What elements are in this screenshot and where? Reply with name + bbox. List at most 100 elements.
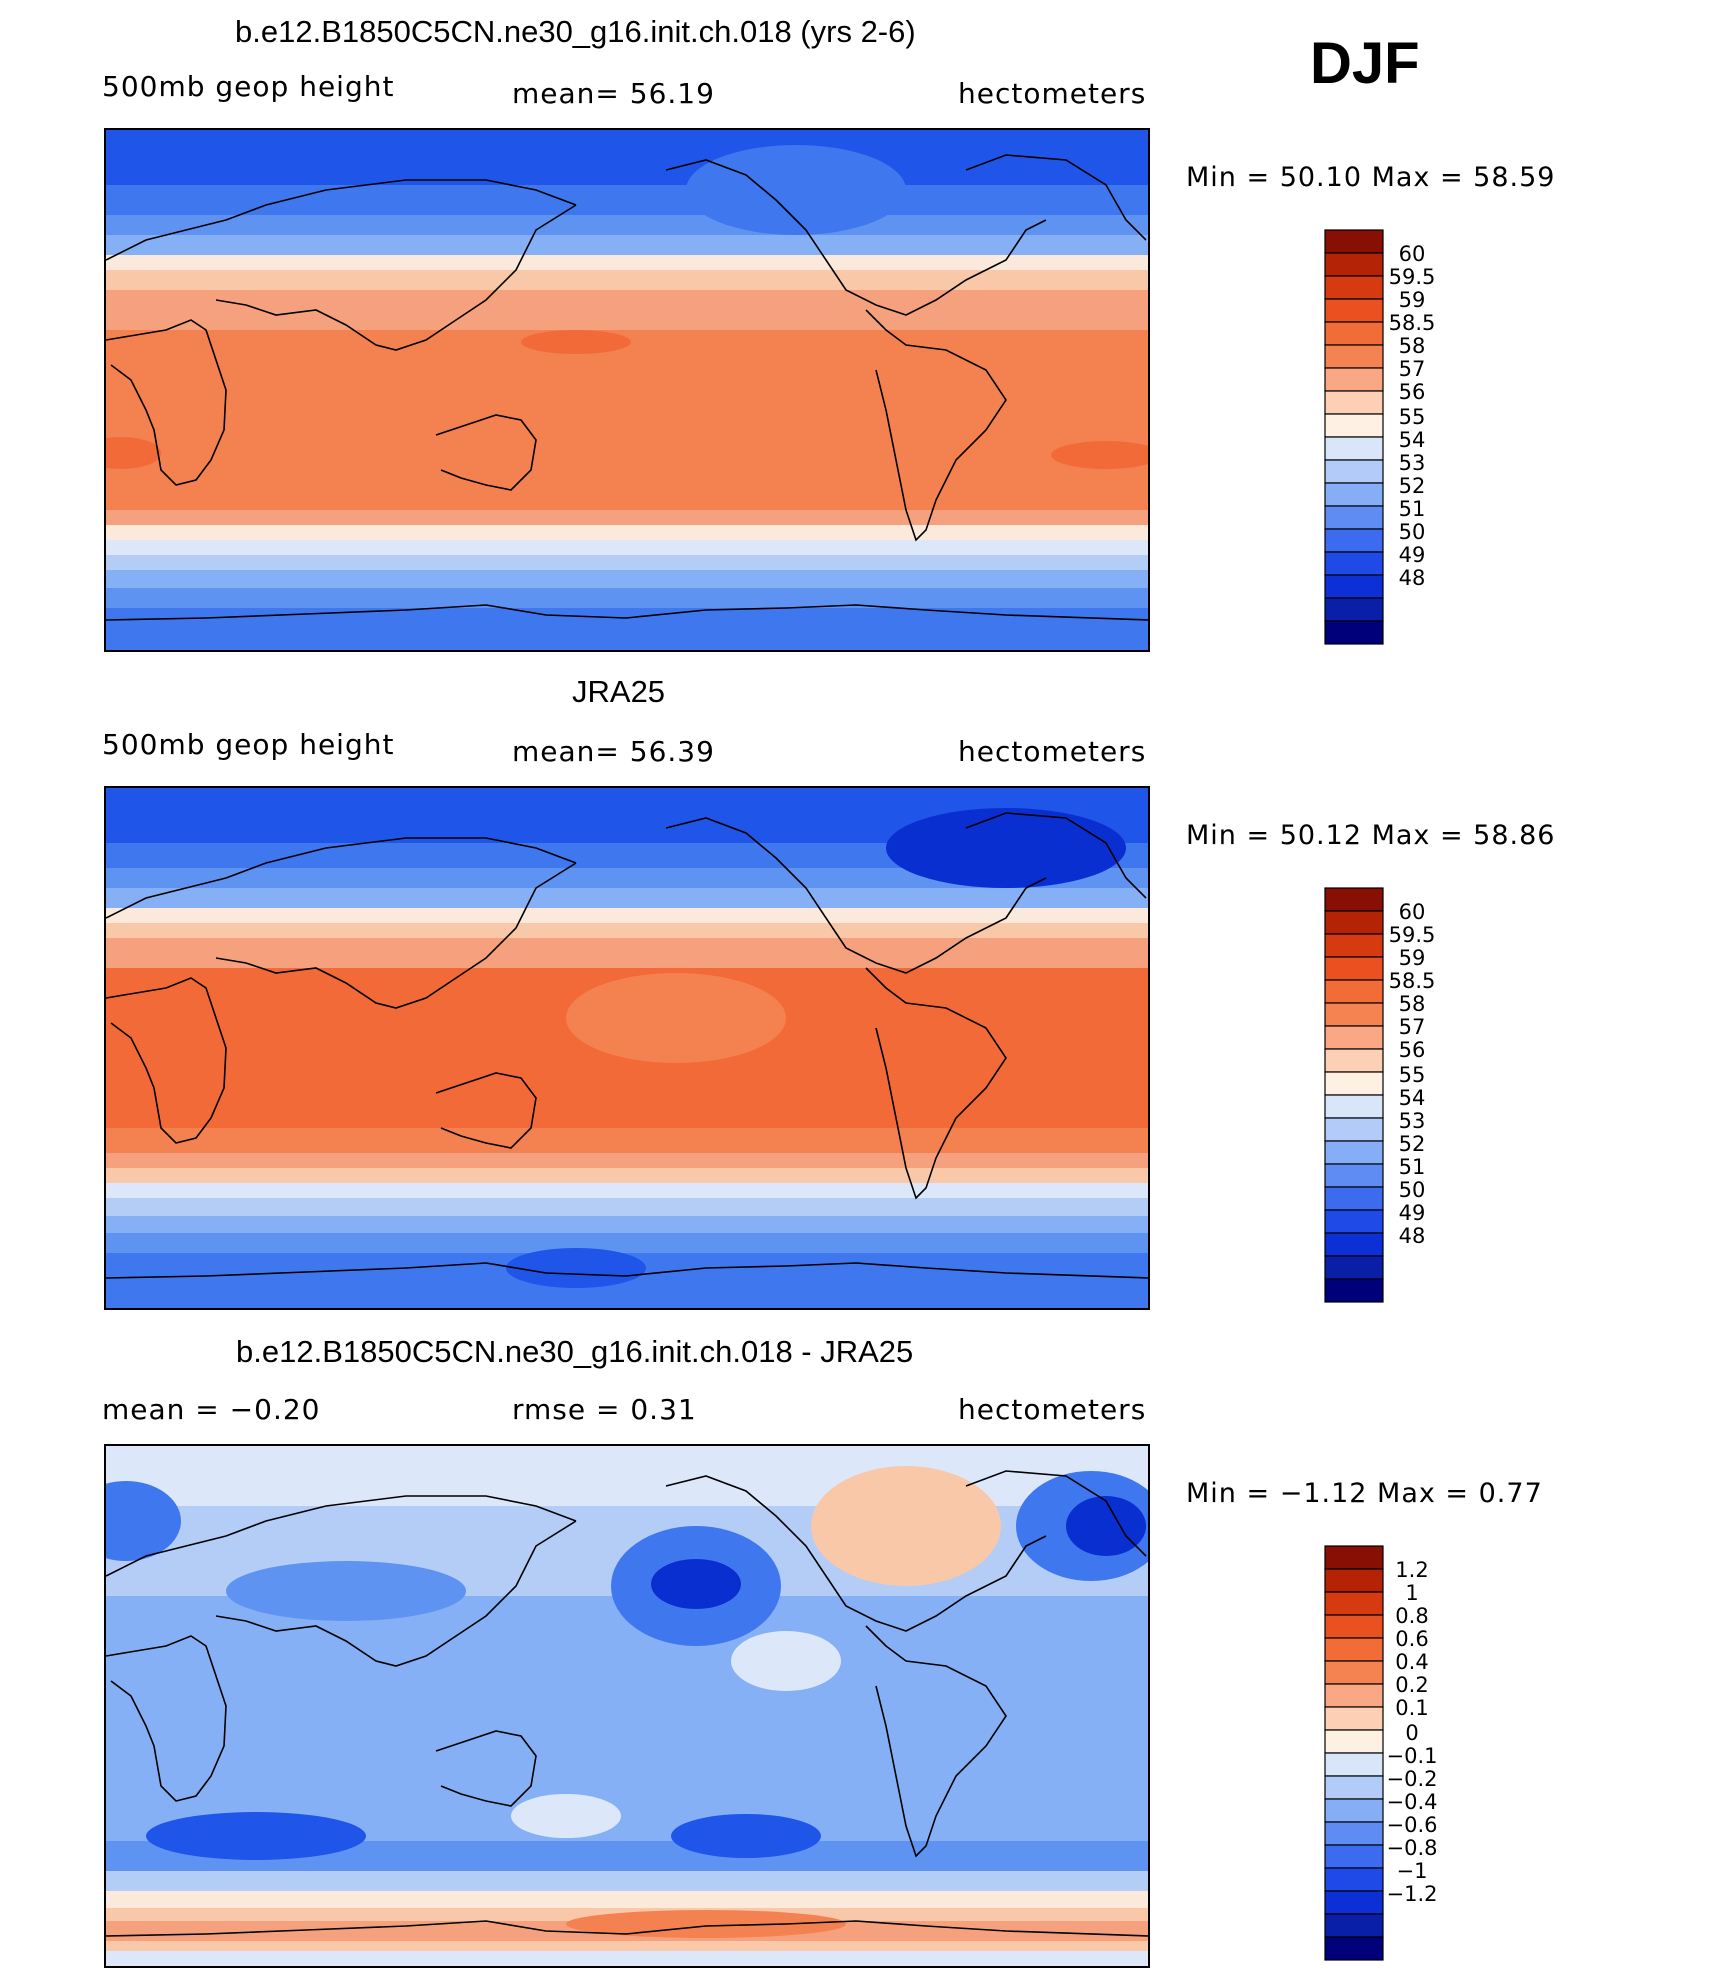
colorbar-box [1324, 956, 1384, 981]
colorbar-box [1324, 1913, 1384, 1938]
colorbar-tick-label: 52 [1399, 1132, 1426, 1156]
contour-band [106, 555, 1148, 570]
panel1-title: b.e12.B1850C5CN.ne30_g16.init.ch.018 (yr… [235, 14, 916, 49]
colorbar-box [1324, 1163, 1384, 1188]
colorbar-tick-label: 53 [1399, 451, 1426, 475]
colorbar-tick-label: 58 [1399, 992, 1426, 1016]
season-label: DJF [1310, 31, 1420, 96]
contour-band [106, 540, 1148, 555]
contour-band [106, 938, 1148, 968]
colorbar-tick-label: 1 [1405, 1581, 1418, 1605]
panel1-minmax: Min = 50.10 Max = 58.59 [1186, 162, 1556, 193]
panel1-map [104, 128, 1150, 652]
colorbar-box [1324, 1255, 1384, 1280]
colorbar-tick-label: 54 [1399, 1086, 1426, 1110]
colorbar-box [1324, 1140, 1384, 1165]
panel2-map-svg [106, 788, 1148, 1308]
contour-band [106, 1891, 1148, 1908]
colorbar-box [1324, 505, 1384, 530]
colorbar-box [1324, 321, 1384, 346]
colorbar-tick-label: 60 [1399, 900, 1426, 924]
panel1-units: hectometers [958, 77, 1147, 110]
panel3-map [104, 1444, 1150, 1968]
coastline [435, 414, 537, 491]
colorbar-box [1324, 298, 1384, 323]
panel1-map-svg [106, 130, 1148, 650]
colorbar-box [1324, 979, 1384, 1004]
colorbar-box [1324, 887, 1384, 912]
panel2-title: JRA25 [572, 674, 666, 709]
panel2-minmax: Min = 50.12 Max = 58.86 [1186, 820, 1556, 851]
panel3-minmax: Min = −1.12 Max = 0.77 [1186, 1478, 1543, 1509]
colorbar-box [1324, 1614, 1384, 1639]
colorbar-tick-label: 59 [1399, 946, 1426, 970]
contour-blob [521, 330, 631, 354]
colorbar-box [1324, 1890, 1384, 1915]
colorbar-tick-label: 51 [1399, 1155, 1426, 1179]
panel3-colorbar: 1.210.80.60.40.20.10−0.1−0.2−0.4−0.6−0.8… [1324, 1545, 1438, 1961]
contour-blob [566, 1910, 846, 1938]
colorbar-tick-label: 48 [1399, 1224, 1426, 1248]
colorbar-box [1324, 1278, 1384, 1303]
contour-blob [511, 1794, 621, 1838]
contour-band [106, 588, 1148, 608]
coastline [106, 179, 577, 261]
colorbar-box [1324, 1660, 1384, 1685]
panel3-rmse: rmse = 0.31 [512, 1393, 697, 1426]
coastline [215, 204, 577, 351]
colorbar-tick-label: 53 [1399, 1109, 1426, 1133]
contour-blob [226, 1561, 466, 1621]
colorbar-tick-label: −0.4 [1387, 1790, 1438, 1814]
coastline [215, 1520, 577, 1667]
coastline [106, 837, 577, 919]
contour-band [106, 1216, 1148, 1233]
contour-blob [811, 1466, 1001, 1586]
coastline [665, 1475, 1047, 1632]
colorbar-tick-label: 60 [1399, 242, 1426, 266]
contour-blob [731, 1631, 841, 1691]
colorbar-tick-label: 59.5 [1389, 923, 1436, 947]
contour-band [106, 1128, 1148, 1153]
contour-band [106, 290, 1148, 330]
contour-band [106, 270, 1148, 290]
coastline [665, 817, 1047, 974]
colorbar-box [1324, 620, 1384, 645]
contour-band [106, 330, 1148, 510]
colorbar-box [1324, 482, 1384, 507]
colorbar-tick-label: 0 [1405, 1721, 1418, 1745]
coastline [106, 604, 1148, 621]
colorbar-tick-label: 48 [1399, 566, 1426, 590]
colorbar-box [1324, 1683, 1384, 1708]
coastline [965, 1470, 1147, 1557]
colorbar-box [1324, 910, 1384, 935]
colorbar-tick-label: 57 [1399, 357, 1426, 381]
coastline [106, 1635, 227, 1802]
colorbar-tick-label: −0.6 [1387, 1813, 1438, 1837]
colorbar-box [1324, 1048, 1384, 1073]
colorbar-tick-label: 0.6 [1395, 1627, 1428, 1651]
colorbar-tick-label: 58.5 [1389, 969, 1436, 993]
colorbar-box [1324, 1186, 1384, 1211]
colorbar-box [1324, 390, 1384, 415]
contour-band [106, 1951, 1148, 1966]
contour-band [106, 510, 1148, 525]
colorbar-box [1324, 1232, 1384, 1257]
contour-blob [1051, 441, 1148, 469]
contour-band [106, 1871, 1148, 1891]
colorbar-tick-label: 0.4 [1395, 1650, 1428, 1674]
coastline [106, 1495, 577, 1577]
coastline [865, 309, 1007, 542]
colorbar-tick-label: 59 [1399, 288, 1426, 312]
colorbar-tick-label: −0.2 [1387, 1767, 1438, 1791]
panel2-variable-label: 500mb geop height [102, 728, 395, 761]
contour-band [106, 1198, 1148, 1216]
colorbar-tick-label: 54 [1399, 428, 1426, 452]
contour-band [106, 1153, 1148, 1168]
colorbar-box [1324, 275, 1384, 300]
colorbar-tick-label: 56 [1399, 1038, 1426, 1062]
colorbar-tick-label: 58.5 [1389, 311, 1436, 335]
colorbar-box [1324, 597, 1384, 622]
colorbar-box [1324, 252, 1384, 277]
colorbar-tick-label: 49 [1399, 1201, 1426, 1225]
